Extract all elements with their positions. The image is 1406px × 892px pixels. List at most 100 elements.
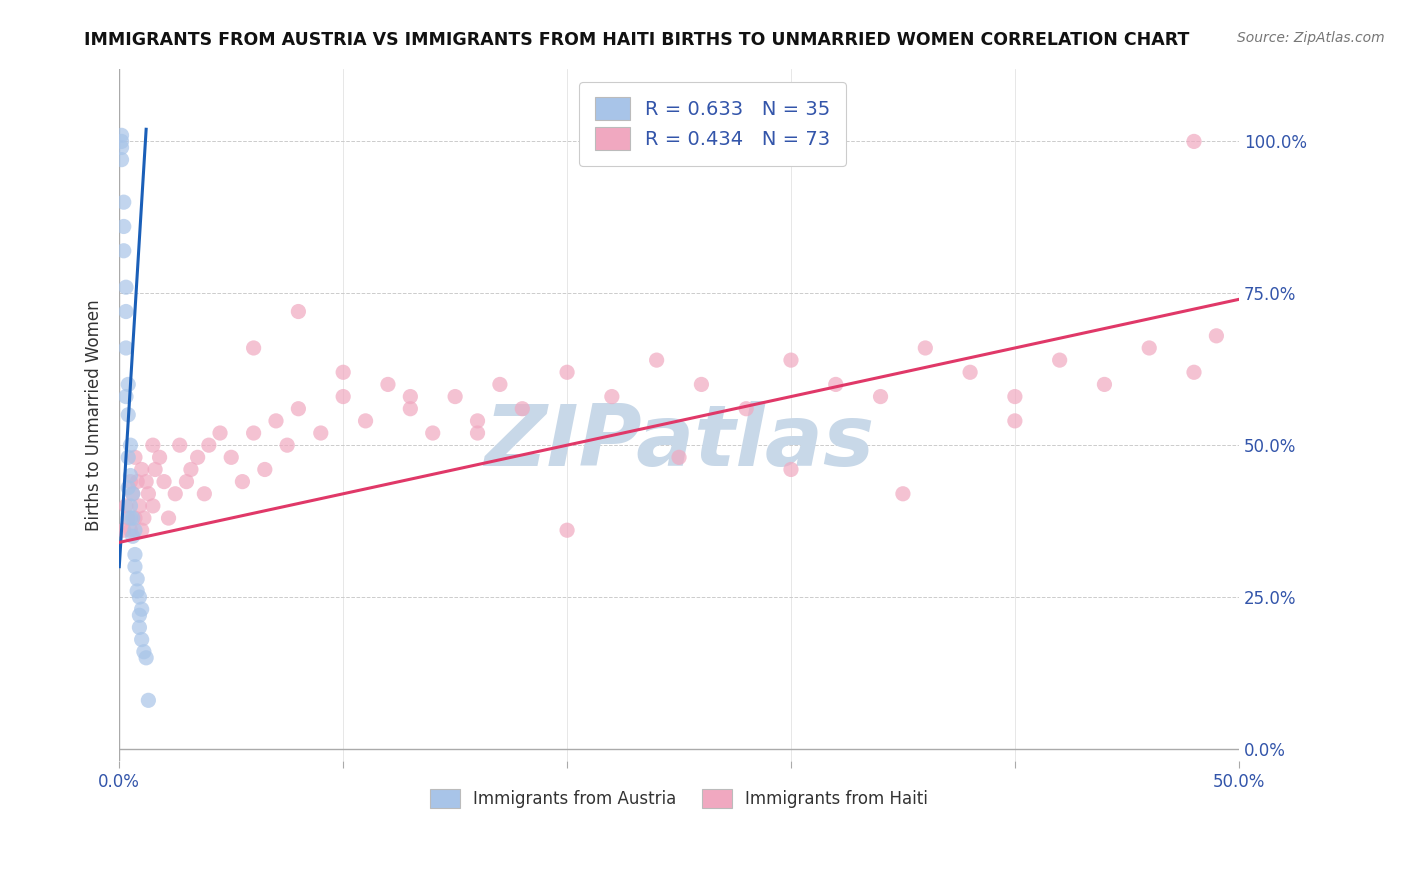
Point: [645, 353, 668, 368]
Point: [555, 365, 578, 379]
Point: [824, 377, 846, 392]
Point: [142, 438, 165, 452]
Point: [1004, 390, 1026, 404]
Point: [287, 304, 309, 318]
Point: [176, 475, 198, 489]
Point: [110, 135, 132, 149]
Point: [110, 128, 132, 143]
Point: [287, 401, 309, 416]
Legend: Immigrants from Austria, Immigrants from Haiti: Immigrants from Austria, Immigrants from…: [423, 782, 935, 815]
Point: [120, 468, 142, 483]
Point: [600, 390, 623, 404]
Point: [169, 438, 191, 452]
Point: [132, 645, 155, 659]
Point: [422, 425, 444, 440]
Point: [467, 425, 489, 440]
Point: [128, 499, 150, 513]
Point: [1004, 414, 1026, 428]
Point: [231, 475, 253, 489]
Point: [117, 408, 139, 422]
Point: [193, 487, 215, 501]
Point: [110, 140, 132, 154]
Point: [914, 341, 936, 355]
Point: [115, 341, 138, 355]
Point: [120, 499, 142, 513]
Point: [117, 450, 139, 465]
Point: [117, 377, 139, 392]
Point: [112, 195, 135, 210]
Point: [131, 632, 153, 647]
Point: [489, 377, 512, 392]
Point: [124, 450, 146, 465]
Point: [117, 481, 139, 495]
Point: [354, 414, 377, 428]
Point: [187, 450, 209, 465]
Point: [128, 608, 150, 623]
Point: [510, 401, 533, 416]
Point: [135, 650, 157, 665]
Point: [780, 462, 803, 476]
Point: [121, 529, 143, 543]
Point: [117, 511, 139, 525]
Point: [1205, 328, 1227, 343]
Point: [253, 462, 276, 476]
Point: [1094, 377, 1116, 392]
Point: [110, 153, 132, 167]
Point: [131, 462, 153, 476]
Point: [143, 462, 166, 476]
Point: [128, 590, 150, 604]
Point: [127, 572, 149, 586]
Point: [138, 487, 160, 501]
Text: IMMIGRANTS FROM AUSTRIA VS IMMIGRANTS FROM HAITI BIRTHS TO UNMARRIED WOMEN CORRE: IMMIGRANTS FROM AUSTRIA VS IMMIGRANTS FR…: [84, 31, 1189, 49]
Point: [120, 511, 142, 525]
Point: [1137, 341, 1160, 355]
Point: [309, 425, 332, 440]
Point: [132, 511, 155, 525]
Point: [869, 390, 891, 404]
Point: [165, 487, 187, 501]
Point: [135, 475, 157, 489]
Point: [780, 353, 803, 368]
Point: [735, 401, 758, 416]
Point: [1182, 365, 1205, 379]
Point: [124, 559, 146, 574]
Point: [264, 414, 287, 428]
Point: [242, 341, 264, 355]
Point: [444, 390, 467, 404]
Point: [120, 438, 142, 452]
Point: [399, 390, 422, 404]
Point: [208, 425, 231, 440]
Point: [112, 523, 135, 537]
Point: [1182, 135, 1205, 149]
Point: [121, 487, 143, 501]
Point: [242, 425, 264, 440]
Text: Source: ZipAtlas.com: Source: ZipAtlas.com: [1237, 31, 1385, 45]
Point: [198, 438, 221, 452]
Point: [115, 499, 138, 513]
Point: [128, 620, 150, 634]
Point: [555, 523, 578, 537]
Point: [124, 511, 146, 525]
Point: [127, 475, 149, 489]
Point: [127, 584, 149, 599]
Y-axis label: Births to Unmarried Women: Births to Unmarried Women: [86, 299, 103, 531]
Point: [124, 523, 146, 537]
Point: [142, 499, 165, 513]
Point: [121, 511, 143, 525]
Point: [121, 487, 143, 501]
Point: [377, 377, 399, 392]
Text: ZIPatlas: ZIPatlas: [484, 401, 875, 484]
Point: [112, 219, 135, 234]
Point: [332, 390, 354, 404]
Point: [891, 487, 914, 501]
Point: [120, 523, 142, 537]
Point: [332, 365, 354, 379]
Point: [668, 450, 690, 465]
Point: [959, 365, 981, 379]
Point: [1049, 353, 1071, 368]
Point: [124, 548, 146, 562]
Point: [112, 244, 135, 258]
Point: [153, 475, 176, 489]
Point: [399, 401, 422, 416]
Point: [690, 377, 713, 392]
